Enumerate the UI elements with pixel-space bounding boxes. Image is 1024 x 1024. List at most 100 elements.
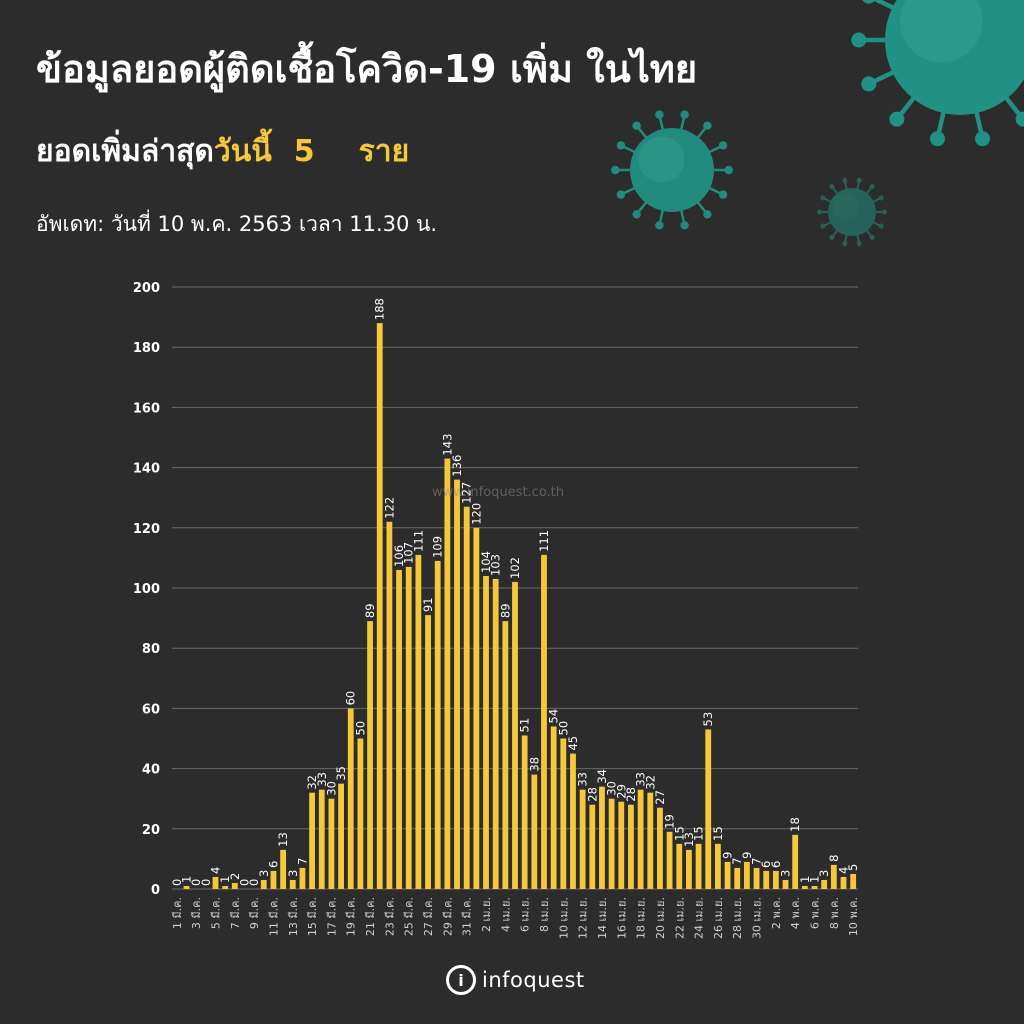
bar xyxy=(628,804,634,889)
bar xyxy=(830,864,837,889)
bar-value-label: 13 xyxy=(682,832,696,847)
bar-value-label: 8 xyxy=(827,855,841,862)
bar-value-label: 50 xyxy=(556,721,570,736)
x-tick-label: 22 เม.ย. xyxy=(673,897,686,939)
bar-value-label: 136 xyxy=(450,455,464,477)
bar-value-label: 13 xyxy=(276,832,290,847)
page-title: ข้อมูลยอดผู้ติดเชื้อโควิด-19 เพิ่ม ในไทย xyxy=(36,47,698,91)
bar xyxy=(483,575,489,889)
today-count: 5 xyxy=(293,134,315,169)
bar xyxy=(637,789,644,889)
x-tick-label: 23 มี.ค. xyxy=(383,897,396,936)
x-tick-label: 25 มี.ค. xyxy=(403,897,416,936)
infoquest-logo-icon: i xyxy=(446,965,476,995)
bar-value-label: 18 xyxy=(788,817,802,832)
watermark: www.infoquest.co.th xyxy=(432,485,564,500)
bar xyxy=(425,615,431,889)
x-tick-label: 9 มี.ค. xyxy=(248,897,261,929)
bar xyxy=(367,621,373,889)
x-tick-label: 12 เม.ย. xyxy=(577,897,590,939)
bar-value-label: 6 xyxy=(769,861,783,868)
bar xyxy=(492,578,499,889)
x-tick-label: 17 มี.ค. xyxy=(325,897,338,936)
bar xyxy=(686,849,692,889)
bar-value-label: 27 xyxy=(653,790,667,805)
bar xyxy=(473,527,480,889)
bar-value-label: 3 xyxy=(817,870,831,877)
subtitle-unit: ราย xyxy=(358,134,410,169)
bar-value-label: 38 xyxy=(527,757,541,772)
x-tick-label: 10 พ.ค. xyxy=(847,897,860,936)
x-tick-label: 18 เม.ย. xyxy=(635,897,648,939)
bar xyxy=(502,621,509,889)
bar-value-label: 3 xyxy=(779,870,793,877)
x-tick-label: 8 พ.ค. xyxy=(828,897,841,929)
bar xyxy=(715,843,721,889)
bar xyxy=(386,521,393,889)
bar-value-label: 1 xyxy=(808,876,822,883)
x-tick-label: 19 มี.ค. xyxy=(345,897,358,936)
x-tick-label: 10 เม.ย. xyxy=(557,897,570,939)
bar xyxy=(357,738,364,889)
x-tick-label: 20 เม.ย. xyxy=(654,897,667,939)
bar xyxy=(772,870,779,889)
y-tick-label: 140 xyxy=(133,462,160,477)
bar xyxy=(521,735,528,889)
bar-value-label: 9 xyxy=(721,852,735,859)
bar-value-label: 3 xyxy=(257,870,271,877)
bar xyxy=(560,738,567,889)
bar-value-label: 143 xyxy=(440,434,454,456)
virus-medium-icon xyxy=(611,110,733,230)
bar xyxy=(280,849,287,889)
bar-value-label: 106 xyxy=(392,545,406,567)
x-tick-label: 11 มี.ค. xyxy=(267,897,280,936)
bar xyxy=(599,786,605,889)
bar-value-label: 0 xyxy=(247,879,261,886)
bar-value-label: 127 xyxy=(460,482,474,504)
bar-value-label: 0 xyxy=(170,879,184,886)
bar-value-label: 35 xyxy=(334,766,348,781)
bar xyxy=(376,323,383,889)
x-tick-label: 4 เม.ย. xyxy=(499,897,512,932)
y-tick-label: 100 xyxy=(133,582,160,597)
bar-value-label: 5 xyxy=(846,864,860,871)
bar xyxy=(657,807,663,889)
bar-value-label: 4 xyxy=(837,867,851,874)
bar xyxy=(840,876,847,889)
bar-value-label: 51 xyxy=(518,718,532,733)
bar-value-label: 45 xyxy=(566,736,580,751)
bar-value-label: 30 xyxy=(605,781,619,796)
bar xyxy=(792,834,799,889)
bar xyxy=(512,581,518,889)
bar xyxy=(821,879,828,889)
bar xyxy=(579,789,586,889)
bar-value-label: 15 xyxy=(711,826,725,841)
subtitle-prefix: ยอดเพิ่มล่าสุด xyxy=(36,134,214,169)
bar-value-label: 1 xyxy=(798,876,812,883)
bar xyxy=(743,861,750,889)
bar-value-label: 15 xyxy=(672,826,686,841)
y-tick-label: 60 xyxy=(142,702,160,717)
x-tick-label: 16 เม.ย. xyxy=(615,897,628,939)
x-tick-label: 3 มี.ค. xyxy=(190,897,203,929)
bar xyxy=(753,867,760,889)
bar xyxy=(647,792,654,889)
x-tick-label: 1 มี.ค. xyxy=(171,897,184,929)
bar xyxy=(618,801,625,889)
bar-value-label: 7 xyxy=(750,858,764,865)
bar xyxy=(724,861,731,889)
x-tick-label: 15 มี.ค. xyxy=(306,897,319,936)
virus-small-icon xyxy=(817,177,887,247)
bar xyxy=(550,726,557,889)
x-tick-label: 14 เม.ย. xyxy=(596,897,609,939)
bar-value-label: 32 xyxy=(305,775,319,790)
bar xyxy=(734,867,741,889)
x-tick-label: 31 มี.ค. xyxy=(461,897,474,936)
bar xyxy=(260,879,267,889)
bar xyxy=(415,554,422,889)
x-tick-label: 6 เม.ย. xyxy=(519,897,532,932)
bar xyxy=(338,783,344,889)
bar-value-label: 111 xyxy=(411,530,425,552)
bar xyxy=(396,569,402,889)
y-tick-label: 80 xyxy=(142,642,160,657)
